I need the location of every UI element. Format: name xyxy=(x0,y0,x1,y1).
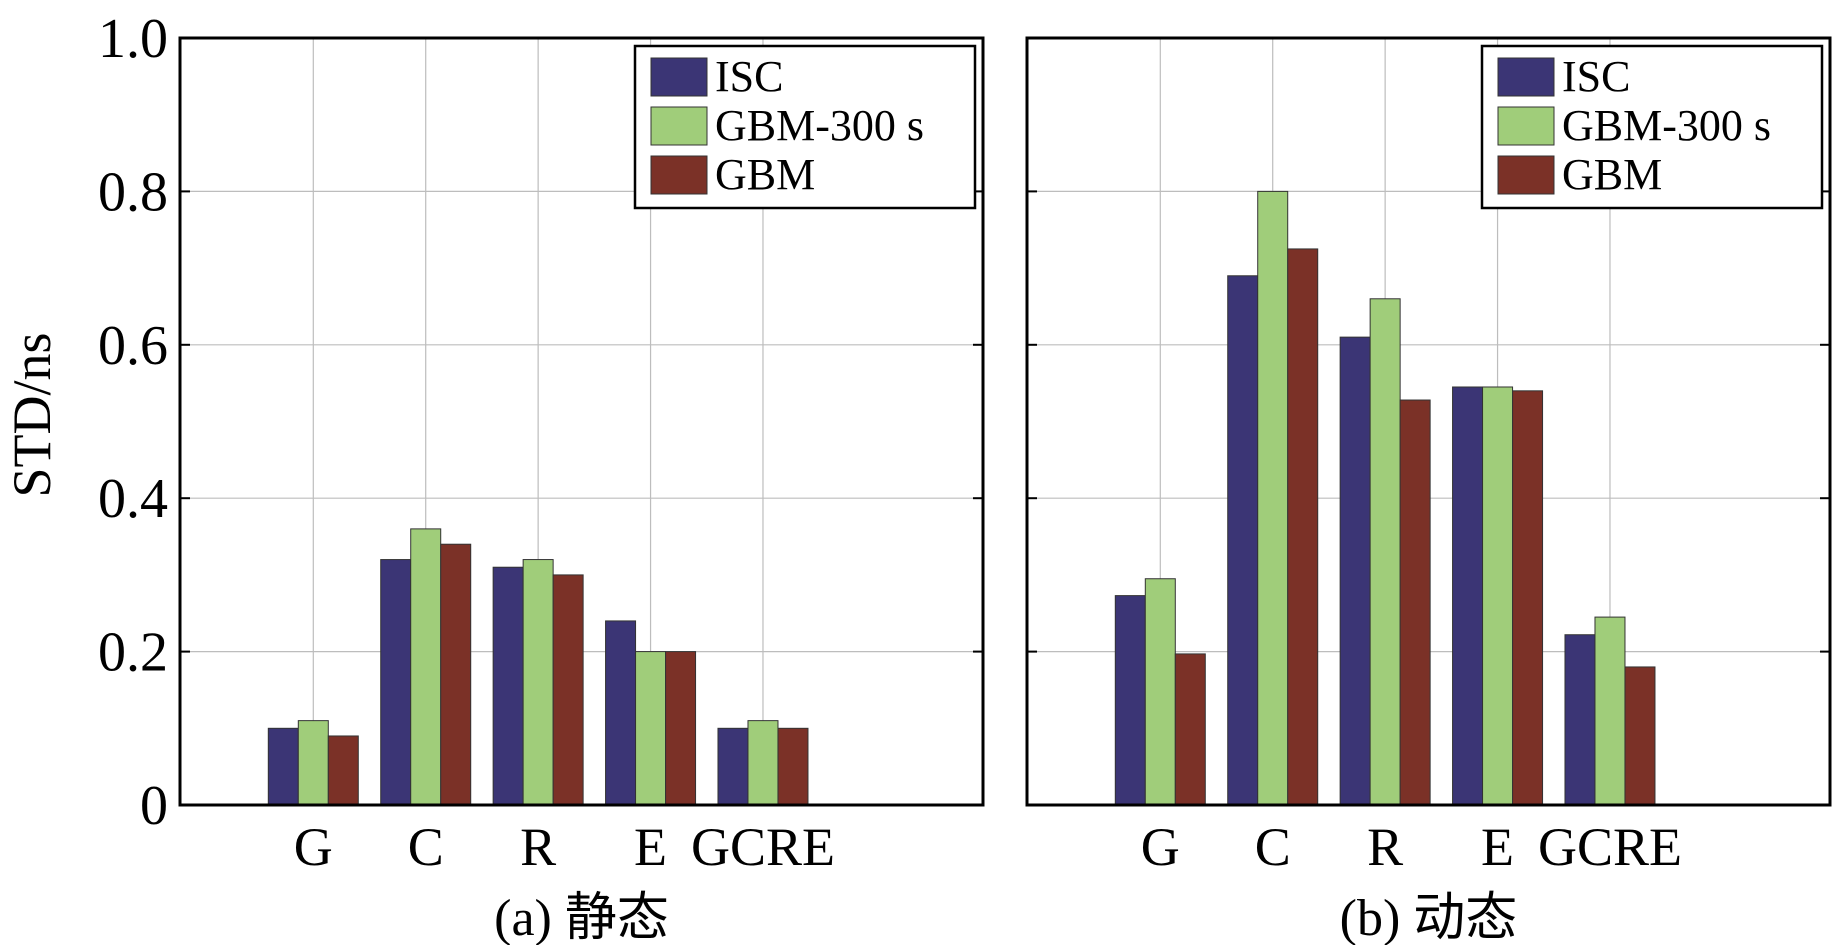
legend-label: GBM xyxy=(1562,150,1662,199)
x-tick-label: GCRE xyxy=(691,817,835,877)
bar-g-gbm-300-s xyxy=(1144,578,1176,806)
legend-swatch xyxy=(650,57,708,97)
legend-label: ISC xyxy=(715,52,783,101)
legend-label: GBM-300 s xyxy=(1562,101,1771,150)
bar-r-isc xyxy=(492,566,524,806)
legend-label: GBM-300 s xyxy=(715,101,924,150)
y-tick-label: 0 xyxy=(140,775,168,837)
plot-frame xyxy=(1025,36,1832,807)
bar-g-isc xyxy=(1114,595,1146,806)
panel-title: (a) 静态 xyxy=(494,890,669,945)
y-tick-label: 0.4 xyxy=(98,468,168,530)
bar-gcre-gbm xyxy=(1624,666,1656,806)
x-tick-label: R xyxy=(520,817,556,877)
x-tick-label: GCRE xyxy=(1538,817,1682,877)
legend-swatch xyxy=(1497,155,1555,195)
bar-r-gbm-300-s xyxy=(522,559,554,806)
bar-e-gbm-300-s xyxy=(635,651,667,806)
bar-c-isc xyxy=(380,559,412,806)
y-axis-label: STD/ns xyxy=(2,332,62,497)
bar-c-isc xyxy=(1227,275,1259,806)
bar-e-gbm xyxy=(1512,390,1544,806)
legend-swatch xyxy=(1497,106,1555,146)
y-tick-label: 0.8 xyxy=(98,161,168,223)
legend-label: GBM xyxy=(715,150,815,199)
bar-gcre-gbm-300-s xyxy=(747,720,779,806)
panel-title: (b) 动态 xyxy=(1340,890,1518,945)
bar-r-gbm xyxy=(552,574,584,806)
x-tick-label: E xyxy=(1481,817,1514,877)
panel-a: 00.20.40.60.81.0G C R E GCRE(a) 静态ISCGBM-300… xyxy=(98,8,985,945)
bar-c-gbm xyxy=(1287,248,1319,806)
bar-gcre-isc xyxy=(717,727,749,806)
bar-c-gbm-300-s xyxy=(1257,190,1289,806)
x-tick-label: E xyxy=(634,817,667,877)
y-tick-label: 0.6 xyxy=(98,315,168,377)
bar-r-isc xyxy=(1339,336,1371,806)
legend-swatch xyxy=(650,106,708,146)
plot-frame xyxy=(178,36,985,807)
x-tick-label: R xyxy=(1367,817,1403,877)
legend-label: ISC xyxy=(1562,52,1630,101)
bar-r-gbm-300-s xyxy=(1369,298,1401,806)
bar-e-gbm-300-s xyxy=(1482,386,1514,806)
bar-e-isc xyxy=(1452,386,1484,806)
bar-gcre-gbm xyxy=(777,727,809,806)
bar-gcre-gbm-300-s xyxy=(1594,616,1626,806)
bar-r-gbm xyxy=(1399,399,1431,806)
x-tick-label: C xyxy=(1255,817,1291,877)
bar-c-gbm xyxy=(440,543,472,806)
bar-g-gbm xyxy=(1174,653,1206,806)
bar-g-isc xyxy=(267,727,299,806)
bar-g-gbm xyxy=(327,735,359,806)
x-tick-label: G xyxy=(1141,817,1180,877)
x-tick-label: G xyxy=(294,817,333,877)
y-tick-label: 1.0 xyxy=(98,8,168,70)
bar-g-gbm-300-s xyxy=(297,720,329,806)
bar-e-isc xyxy=(605,620,637,806)
x-tick-label: C xyxy=(408,817,444,877)
bar-c-gbm-300-s xyxy=(410,528,442,806)
legend-swatch xyxy=(650,155,708,195)
y-tick-label: 0.2 xyxy=(98,622,168,684)
bar-e-gbm xyxy=(665,651,697,806)
legend-swatch xyxy=(1497,57,1555,97)
bar-gcre-isc xyxy=(1564,634,1596,806)
